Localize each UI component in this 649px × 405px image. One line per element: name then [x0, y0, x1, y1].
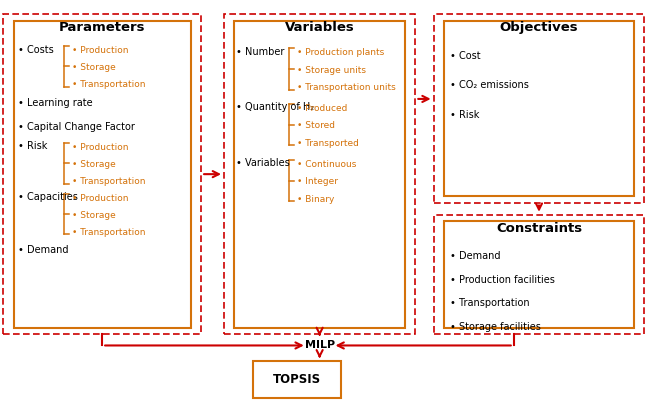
Bar	[253, 361, 341, 398]
Text: • Storage: • Storage	[72, 160, 116, 169]
Text: Variables: Variables	[285, 21, 354, 34]
Text: • Integer: • Integer	[297, 177, 337, 186]
Bar	[234, 21, 405, 328]
Text: • Variables: • Variables	[236, 158, 289, 168]
Text: • Production facilities: • Production facilities	[450, 275, 555, 285]
Text: • Quantity of H₂: • Quantity of H₂	[236, 102, 313, 113]
Text: • Demand: • Demand	[18, 245, 68, 255]
Text: • Risk: • Risk	[450, 110, 479, 120]
Bar	[444, 21, 634, 196]
Text: • Binary: • Binary	[297, 195, 334, 204]
Text: • Production: • Production	[72, 46, 129, 55]
Bar	[444, 221, 634, 328]
Text: Constraints: Constraints	[496, 222, 582, 235]
Bar	[224, 14, 415, 334]
Text: MILP: MILP	[304, 341, 335, 350]
Text: • Storage facilities: • Storage facilities	[450, 322, 541, 332]
Text: • Learning rate: • Learning rate	[18, 98, 92, 108]
Text: • Continuous: • Continuous	[297, 160, 356, 169]
Bar	[14, 21, 191, 328]
Text: • Transported: • Transported	[297, 139, 358, 148]
Text: • CO₂ emissions: • CO₂ emissions	[450, 80, 529, 90]
Text: • Production: • Production	[72, 143, 129, 152]
Text: • Number: • Number	[236, 47, 284, 57]
Text: • Transportation: • Transportation	[72, 177, 145, 186]
Text: • Stored: • Stored	[297, 122, 335, 130]
Text: • Demand: • Demand	[450, 251, 500, 261]
Text: • Transportation units: • Transportation units	[297, 83, 395, 92]
Text: • Cost: • Cost	[450, 51, 480, 61]
Text: • Transportation: • Transportation	[72, 228, 145, 237]
Text: • Storage: • Storage	[72, 211, 116, 220]
Text: • Produced: • Produced	[297, 104, 347, 113]
Text: • Transportation: • Transportation	[450, 298, 530, 308]
Text: • Production: • Production	[72, 194, 129, 203]
Bar	[3, 14, 201, 334]
Text: TOPSIS: TOPSIS	[273, 373, 321, 386]
Text: Parameters: Parameters	[59, 21, 145, 34]
Bar	[434, 14, 644, 202]
Text: • Transportation: • Transportation	[72, 80, 145, 89]
Text: • Storage: • Storage	[72, 63, 116, 72]
Text: • Capacities: • Capacities	[18, 192, 77, 202]
Text: Objectives: Objectives	[500, 21, 578, 34]
Bar	[434, 215, 644, 334]
Text: • Storage units: • Storage units	[297, 66, 365, 75]
Text: • Costs: • Costs	[18, 45, 53, 55]
Text: • Capital Change Factor: • Capital Change Factor	[18, 122, 134, 132]
Text: • Production plants: • Production plants	[297, 48, 384, 57]
Text: • Risk: • Risk	[18, 141, 47, 151]
